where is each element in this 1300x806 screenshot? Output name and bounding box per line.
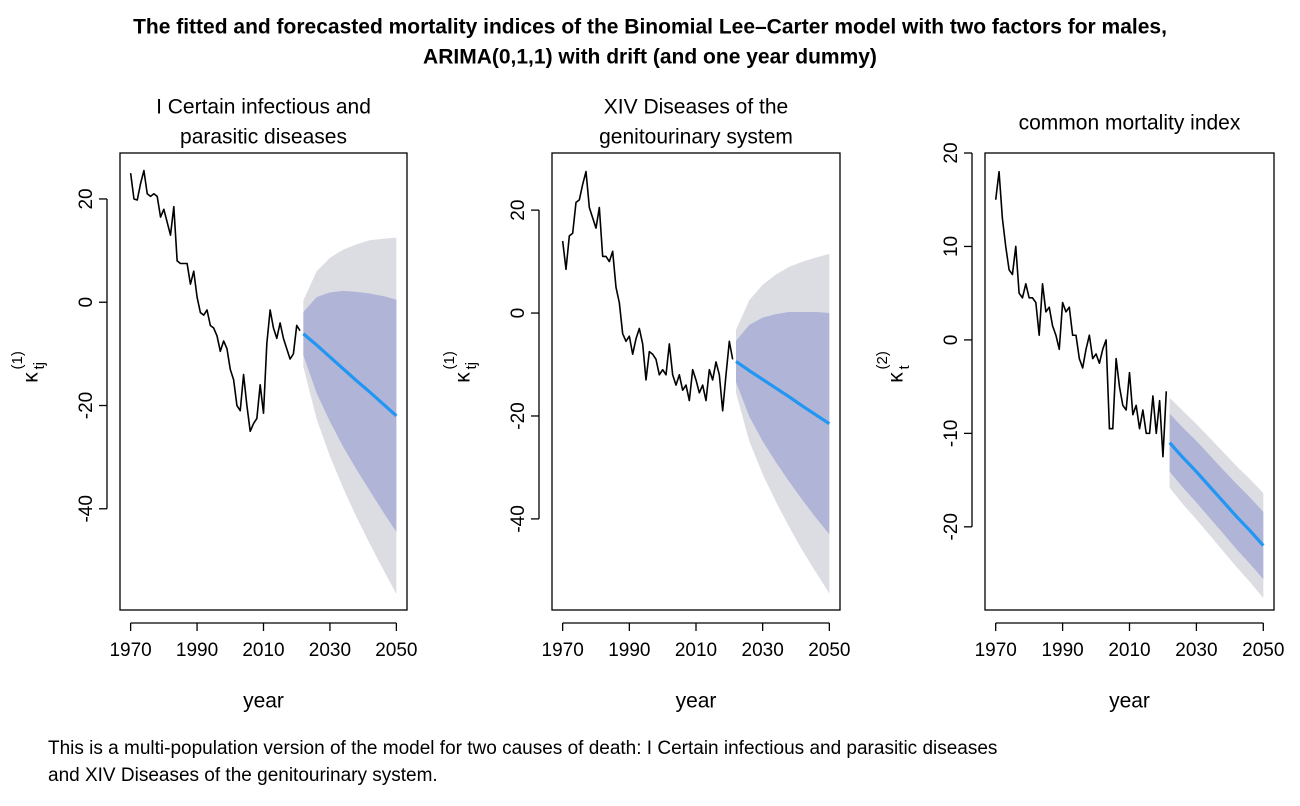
forecast-line (735, 360, 831, 426)
y-tick-label: 20 (76, 188, 97, 209)
x-tick-label: 1990 (1041, 640, 1083, 661)
x-axis-label: year (243, 690, 284, 713)
x-tick-label: 1990 (176, 640, 218, 661)
y-axis-label: κt (2) (874, 351, 913, 383)
y-tick-label: -40 (508, 505, 529, 532)
forecast-line (302, 332, 398, 418)
y-label-subscript: tj (31, 362, 48, 370)
y-label-superscript: (1) (9, 351, 26, 369)
x-tick-label: 1970 (109, 640, 151, 661)
caption: and XIV Diseases of the genitourinary sy… (48, 765, 438, 786)
panel-title: parasitic diseases (180, 126, 347, 149)
x-tick-label: 2010 (1108, 640, 1150, 661)
plot-frame (551, 152, 841, 611)
x-tick-label: 2010 (675, 640, 717, 661)
x-tick-label: 2010 (242, 640, 284, 661)
forecast-line (1168, 441, 1265, 547)
y-tick-label: 0 (508, 308, 529, 319)
x-axis-label: year (676, 690, 717, 713)
y-label-symbol: κ (452, 372, 475, 383)
y-label-subscript: tj (463, 362, 480, 370)
y-tick-label: 0 (941, 335, 962, 346)
x-tick-label: 2030 (309, 640, 351, 661)
panel: XIV Diseases of the genitourinary system 1… (441, 96, 851, 713)
plot-frame (984, 152, 1275, 611)
y-tick-label: -40 (76, 495, 97, 522)
y-tick-label: -20 (76, 392, 97, 419)
main-title: ARIMA(0,1,1) with drift (and one year du… (423, 46, 877, 69)
x-tick-label: 1970 (542, 640, 584, 661)
plot-frame (119, 152, 408, 611)
y-label-superscript: (2) (874, 351, 891, 369)
x-tick-label: 1990 (608, 640, 650, 661)
y-tick-label: 0 (76, 297, 97, 308)
x-axis-label: year (1109, 690, 1150, 713)
y-tick-label: 20 (941, 142, 962, 163)
x-tick-label: 1970 (975, 640, 1017, 661)
y-label-subscript: t (896, 365, 913, 370)
fitted-line (129, 169, 301, 433)
prediction-band (736, 312, 830, 535)
y-axis-label: κ tj (1) (441, 351, 480, 383)
y-label-symbol: κ (20, 372, 43, 383)
panel-title: XIV Diseases of the (604, 96, 788, 119)
y-label-symbol: κ (885, 372, 908, 383)
y-tick-label: -20 (508, 402, 529, 429)
panel-title: common mortality index (1019, 112, 1241, 135)
fitted-line (561, 170, 734, 412)
y-tick-label: 20 (508, 200, 529, 221)
panel: I Certain infectious and parasitic diseas… (9, 96, 418, 713)
y-axis-label: κ tj (1) (9, 351, 48, 383)
x-tick-label: 2050 (808, 640, 850, 661)
panel-title: I Certain infectious and (156, 96, 371, 119)
x-tick-label: 2050 (375, 640, 417, 661)
y-label-superscript: (1) (441, 351, 458, 369)
x-tick-label: 2050 (1242, 640, 1284, 661)
prediction-band (303, 290, 397, 533)
main-title: The fitted and forecasted mortality indi… (133, 16, 1167, 39)
x-tick-label: 2030 (1175, 640, 1217, 661)
y-tick-label: -20 (941, 513, 962, 540)
y-tick-label: 10 (941, 236, 962, 257)
caption: This is a multi-population version of th… (48, 738, 997, 759)
fitted-line (994, 170, 1168, 458)
panel-title: genitourinary system (599, 126, 793, 149)
y-tick-label: -10 (941, 420, 962, 447)
x-tick-label: 2030 (742, 640, 784, 661)
